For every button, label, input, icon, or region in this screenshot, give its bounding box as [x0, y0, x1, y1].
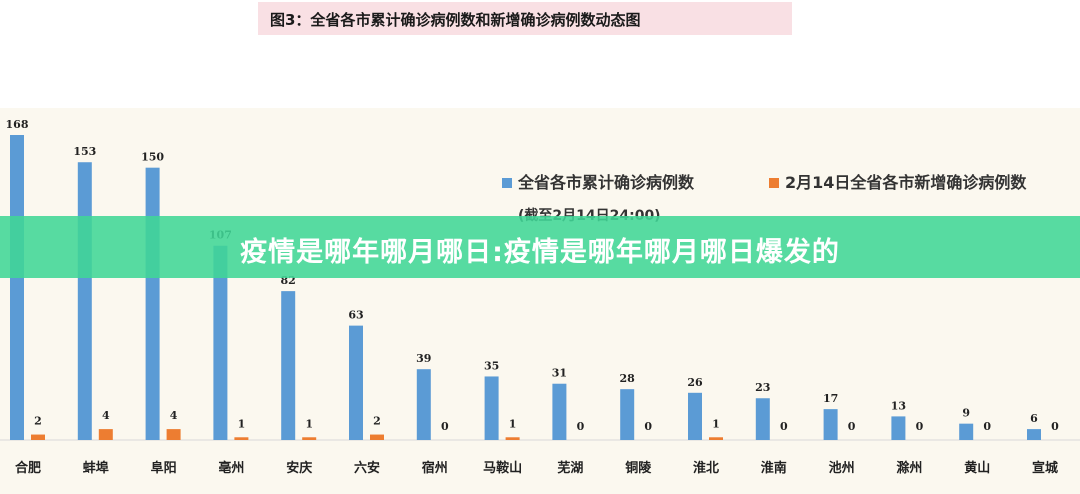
value-label-new-12: 0 — [848, 420, 856, 433]
chart-panel: 1682合肥1534蚌埠1504阜阳1071亳州821安庆632六安390宿州3… — [0, 108, 1080, 494]
x-tick-label-14: 黄山 — [964, 460, 990, 476]
value-label-new-5: 2 — [373, 415, 381, 428]
bar-new-10 — [709, 437, 723, 440]
bar-cumulative-6 — [416, 369, 431, 440]
bar-chart: 1682合肥1534蚌埠1504阜阳1071亳州821安庆632六安390宿州3… — [0, 118, 1080, 476]
value-label-new-11: 0 — [780, 420, 788, 433]
value-label-new-3: 1 — [238, 417, 246, 430]
value-label-new-2: 4 — [170, 409, 178, 422]
bar-new-0 — [31, 434, 45, 440]
value-label-cumulative-9: 28 — [620, 372, 636, 385]
bar-cumulative-0 — [10, 135, 24, 440]
value-label-new-1: 4 — [102, 409, 110, 422]
bar-cumulative-4 — [281, 291, 296, 440]
value-label-cumulative-11: 23 — [755, 381, 770, 394]
value-label-new-0: 2 — [34, 415, 42, 428]
value-label-cumulative-15: 6 — [1030, 412, 1038, 425]
bar-cumulative-5 — [349, 325, 363, 440]
x-tick-label-3: 亳州 — [218, 460, 244, 476]
x-tick-label-11: 淮南 — [760, 460, 787, 476]
x-tick-label-12: 池州 — [829, 460, 855, 476]
bar-new-4 — [302, 437, 317, 440]
value-label-cumulative-12: 17 — [823, 392, 838, 405]
bar-new-1 — [98, 429, 113, 440]
bar-new-5 — [370, 434, 384, 440]
chart-title: 图3：全省各市累计确诊病例数和新增确诊病例数动态图 — [270, 11, 641, 29]
value-label-new-10: 1 — [712, 417, 720, 430]
bar-cumulative-7 — [484, 376, 499, 440]
bar-new-3 — [234, 437, 249, 440]
bar-cumulative-14 — [959, 423, 974, 440]
x-tick-label-9: 铜陵 — [624, 460, 652, 476]
x-tick-label-4: 安庆 — [286, 460, 312, 476]
value-label-new-7: 1 — [509, 417, 517, 430]
overlay-banner: 疫情是哪年哪月哪日:疫情是哪年哪月哪日爆发的 — [0, 216, 1080, 278]
x-tick-label-13: 滁州 — [896, 460, 922, 476]
value-label-cumulative-6: 39 — [416, 352, 431, 365]
chart-title-box: 图3：全省各市累计确诊病例数和新增确诊病例数动态图 — [258, 2, 792, 35]
legend-swatch-new — [769, 178, 779, 188]
legend-swatch-cumulative — [502, 178, 512, 188]
bar-cumulative-8 — [552, 383, 567, 440]
bar-cumulative-11 — [755, 398, 770, 440]
legend-label-new: 2月14日全省各市新增确诊病例数 — [785, 173, 1027, 192]
value-label-cumulative-10: 26 — [687, 376, 703, 389]
value-label-cumulative-2: 150 — [141, 151, 164, 164]
value-label-new-6: 0 — [441, 420, 449, 433]
bar-new-2 — [166, 429, 181, 440]
bar-cumulative-13 — [891, 416, 906, 440]
value-label-new-8: 0 — [577, 420, 585, 433]
x-tick-label-2: 阜阳 — [151, 460, 177, 476]
bar-cumulative-15 — [1027, 429, 1041, 440]
x-tick-label-1: 蚌埠 — [83, 460, 109, 476]
bar-new-7 — [505, 437, 520, 440]
legend-label-cumulative: 全省各市累计确诊病例数 — [517, 173, 695, 192]
value-label-cumulative-5: 63 — [348, 309, 363, 322]
value-label-cumulative-1: 153 — [73, 145, 96, 158]
bar-cumulative-1 — [77, 162, 92, 440]
bar-cumulative-10 — [688, 392, 702, 440]
x-tick-label-5: 六安 — [354, 460, 380, 476]
x-tick-label-8: 芜湖 — [557, 460, 583, 476]
value-label-new-14: 0 — [983, 420, 991, 433]
x-tick-label-6: 宿州 — [422, 460, 448, 476]
value-label-cumulative-14: 9 — [962, 407, 970, 420]
x-tick-label-10: 淮北 — [692, 460, 719, 476]
banner-text: 疫情是哪年哪月哪日:疫情是哪年哪月哪日爆发的 — [240, 237, 840, 268]
value-label-cumulative-13: 13 — [891, 399, 906, 412]
x-tick-label-7: 马鞍山 — [483, 460, 522, 476]
bar-cumulative-9 — [620, 389, 635, 440]
x-tick-label-0: 合肥 — [15, 460, 41, 476]
value-label-new-9: 0 — [644, 420, 652, 433]
value-label-cumulative-8: 31 — [552, 367, 567, 380]
value-label-new-13: 0 — [916, 420, 924, 433]
value-label-new-4: 1 — [305, 417, 313, 430]
bar-cumulative-12 — [823, 409, 838, 440]
bar-cumulative-3 — [213, 245, 228, 440]
labels-group: 1682合肥1534蚌埠1504阜阳1071亳州821安庆632六安390宿州3… — [6, 118, 1060, 476]
value-label-new-15: 0 — [1051, 420, 1059, 433]
value-label-cumulative-0: 168 — [6, 118, 29, 131]
x-tick-label-15: 宣城 — [1032, 460, 1058, 476]
bar-cumulative-2 — [145, 167, 160, 440]
value-label-cumulative-7: 35 — [484, 359, 499, 372]
